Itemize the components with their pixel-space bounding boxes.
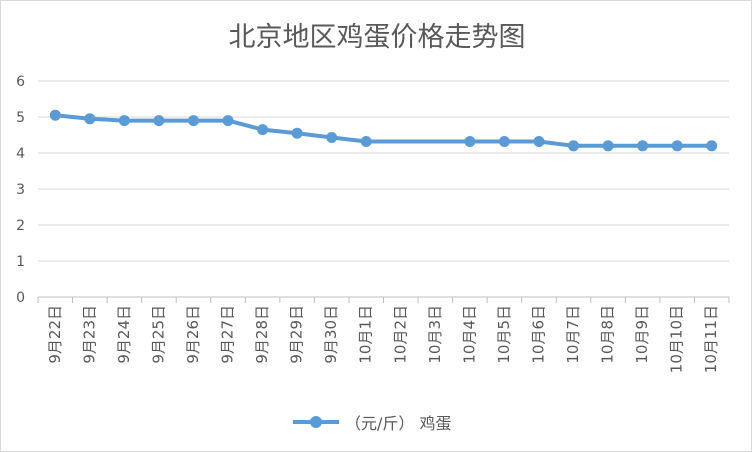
x-tick-label: 10月3日 [426, 305, 444, 364]
x-tick-label: 10月9日 [633, 305, 651, 364]
data-point [498, 136, 510, 147]
y-axis: 0 1 2 3 4 5 6 [16, 74, 25, 306]
data-point [568, 140, 579, 152]
x-tick-label: 9月22日 [46, 305, 64, 364]
x-tick-label: 9月27日 [219, 305, 237, 364]
x-tick-label: 9月23日 [80, 305, 98, 364]
x-tick-label: 9月29日 [288, 305, 306, 364]
data-point [326, 132, 338, 143]
y-tick-label: 3 [16, 182, 25, 198]
data-point [533, 136, 545, 147]
data-point [464, 136, 476, 147]
grid-layer [38, 80, 729, 298]
x-tick-label: 9月26日 [184, 305, 202, 364]
chart-title: 北京地区鸡蛋价格走势图 [228, 22, 526, 53]
data-point [118, 115, 130, 127]
x-tick-label: 10月8日 [599, 305, 617, 364]
x-tick-label: 10月2日 [391, 305, 409, 364]
data-point [360, 136, 372, 147]
x-tick-label: 10月1日 [357, 305, 375, 364]
data-point [49, 109, 61, 121]
y-tick-label: 0 [16, 290, 25, 306]
data-point [602, 140, 614, 152]
data-point [153, 115, 165, 127]
data-point [222, 115, 234, 127]
data-point [706, 140, 718, 152]
legend-swatch [293, 410, 339, 434]
y-tick-label: 2 [16, 218, 25, 234]
data-point [671, 140, 683, 152]
x-tick-label: 9月30日 [322, 305, 340, 364]
legend-label: （元/斤） 鸡蛋 [345, 414, 452, 433]
series-line [53, 113, 714, 148]
x-tick-label: 10月7日 [564, 305, 582, 364]
y-tick-label: 5 [16, 110, 25, 126]
x-tick-label: 10月4日 [460, 305, 478, 364]
x-tick-label: 9月25日 [149, 305, 167, 364]
x-tick-label: 10月6日 [529, 305, 547, 364]
x-tick-label: 9月24日 [115, 305, 133, 364]
series-layer [49, 109, 718, 152]
legend: （元/斤） 鸡蛋 [293, 410, 451, 434]
data-point [188, 115, 199, 127]
x-tick-label: 10月10日 [668, 305, 686, 373]
x-tick-label: 9月28日 [253, 305, 271, 364]
y-tick-label: 4 [16, 146, 25, 162]
data-point [291, 127, 303, 139]
x-tick-label: 10月11日 [702, 305, 720, 373]
y-tick-label: 1 [16, 254, 25, 270]
data-point [637, 140, 649, 152]
y-tick-label: 6 [16, 74, 25, 90]
data-point [257, 124, 269, 136]
x-tick-label: 10月5日 [495, 305, 513, 364]
data-point [84, 113, 96, 125]
x-axis: 9月22日 9月23日 9月24日 9月25日 9月26日 9月27日 9月28日 9月29日… [37, 297, 730, 373]
